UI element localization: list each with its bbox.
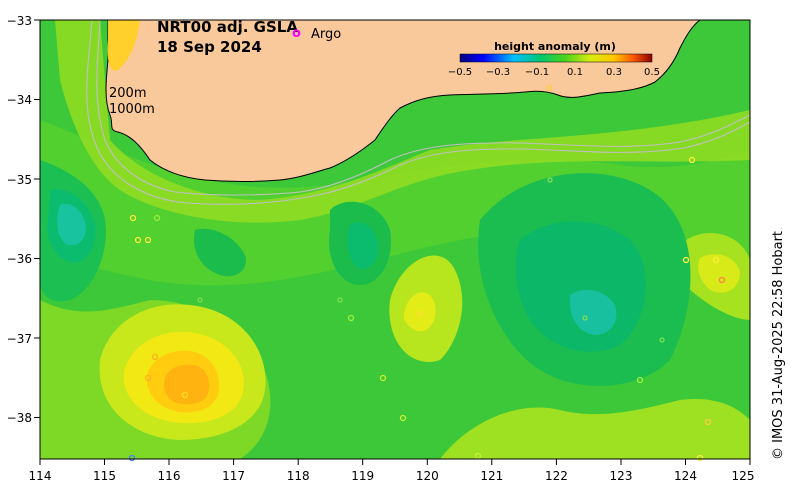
argo-legend-label: Argo (311, 27, 341, 42)
x-tick-label: 125 (732, 469, 755, 483)
x-tick-label: 122 (545, 469, 568, 483)
x-tick-label: 118 (287, 469, 310, 483)
x-axis (39, 459, 751, 465)
isobath-label-1000: 1000m (109, 102, 155, 117)
colorbar-tick: −0.5 (448, 67, 472, 78)
y-tick-label: −33 (7, 14, 32, 28)
x-tick-label: 116 (158, 469, 181, 483)
colorbar: height anomaly (m) −0.5 −0.3 −0.1 0.1 0.… (448, 40, 660, 78)
x-tick-label: 115 (93, 469, 116, 483)
x-tick-label: 124 (674, 469, 697, 483)
x-tick-label: 119 (351, 469, 374, 483)
x-tick-label: 123 (610, 469, 633, 483)
x-tick-label: 114 (29, 469, 52, 483)
isobath-contours (86, 20, 750, 205)
colorbar-tick: −0.3 (486, 67, 510, 78)
x-tick-labels: 114 115 116 117 118 119 120 121 122 123 … (29, 469, 755, 483)
map-date: 18 Sep 2024 (157, 38, 262, 56)
y-tick-label: −36 (7, 252, 32, 266)
plot-frame (39, 19, 751, 460)
y-tick-labels: −33 −34 −35 −36 −37 −38 (7, 14, 32, 425)
colorbar-tick: 0.3 (606, 67, 622, 78)
x-tick-label: 121 (480, 469, 503, 483)
colorbar-tick: 0.1 (567, 67, 583, 78)
colorbar-tick: 0.5 (644, 67, 660, 78)
colorbar-tick: −0.1 (525, 67, 549, 78)
y-tick-label: −35 (7, 173, 32, 187)
y-axis (34, 19, 40, 418)
y-tick-label: −38 (7, 411, 32, 425)
y-tick-label: −34 (7, 93, 32, 107)
x-tick-label: 117 (222, 469, 245, 483)
y-tick-label: −37 (7, 332, 32, 346)
argo-floats (128, 84, 726, 462)
isobath-label-200: 200m (109, 86, 146, 101)
map-title: NRT00 adj. GSLA (157, 18, 298, 36)
argo-legend-marker: o (292, 26, 301, 41)
colorbar-ramp (459, 53, 653, 63)
colorbar-title: height anomaly (m) (494, 40, 616, 53)
x-tick-label: 120 (416, 469, 439, 483)
imos-credit: © IMOS 31-Aug-2025 22:58 Hobart (771, 231, 786, 460)
